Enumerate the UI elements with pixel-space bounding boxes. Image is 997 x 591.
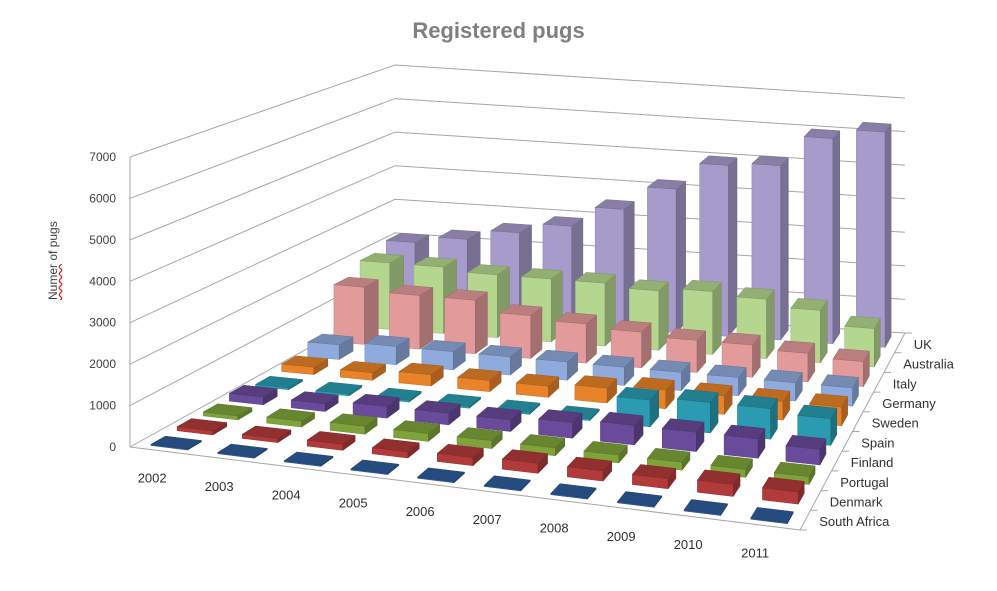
bar — [398, 362, 445, 387]
bar — [306, 431, 356, 451]
bar — [416, 467, 466, 484]
bar — [550, 483, 597, 500]
series-label: UK — [914, 337, 932, 352]
x-tick-label: 2007 — [473, 512, 502, 527]
x-tick-label: 2002 — [138, 471, 167, 486]
series-label: Portugal — [840, 475, 889, 490]
bar — [631, 464, 677, 490]
chart-title: Registered pugs — [412, 18, 585, 43]
bars — [150, 121, 892, 525]
series-label: Italy — [893, 376, 917, 391]
bar — [444, 289, 489, 355]
bar — [329, 413, 378, 435]
bar — [785, 435, 827, 466]
bar — [750, 507, 794, 525]
bar — [599, 411, 644, 446]
bar — [290, 391, 339, 412]
bar — [371, 438, 420, 459]
series-label: Finland — [851, 455, 894, 470]
y-tick-label: 0 — [109, 440, 116, 454]
y-tick-label: 7000 — [89, 150, 116, 164]
series-label: Australia — [903, 357, 954, 372]
bar — [855, 121, 892, 349]
bar — [483, 475, 531, 492]
bar — [478, 344, 523, 376]
bar — [566, 456, 613, 482]
x-tick-label: 2009 — [607, 529, 636, 544]
bar — [392, 420, 441, 442]
bar — [519, 434, 566, 457]
bar — [315, 381, 363, 397]
bar — [414, 400, 461, 426]
bar — [696, 469, 741, 498]
bar — [150, 435, 203, 451]
bar — [280, 355, 329, 376]
x-tick-label: 2004 — [272, 487, 301, 502]
bar — [762, 477, 805, 506]
x-tick-label: 2011 — [741, 545, 769, 560]
series-axis-labels: South Africa Denmark Portugal Finland Spain S… — [819, 337, 954, 529]
bar — [352, 393, 400, 419]
y-tick-label: 3000 — [89, 316, 116, 330]
bar — [350, 459, 400, 476]
series-label: Spain — [861, 435, 894, 450]
x-tick-label: 2003 — [205, 479, 234, 494]
y-tick-label: 6000 — [89, 191, 116, 205]
bar — [646, 448, 691, 471]
bar — [456, 368, 502, 393]
bar — [388, 284, 434, 350]
bar — [265, 408, 316, 428]
x-tick-label: 2005 — [339, 496, 368, 511]
bar — [683, 499, 729, 517]
x-axis-labels: 2002 2003 2004 2005 2006 2007 2008 2009 2010 2011 — [138, 471, 769, 561]
bar — [283, 451, 334, 467]
bar — [176, 418, 228, 436]
bar — [803, 128, 841, 345]
y-tick-label: 5000 — [89, 233, 116, 247]
bar — [339, 361, 387, 381]
bar — [723, 424, 766, 460]
bar — [616, 491, 663, 509]
bar — [202, 403, 253, 421]
series-label: Germany — [882, 396, 936, 411]
bar — [254, 375, 304, 391]
bar — [501, 449, 549, 474]
bar — [241, 425, 292, 444]
bar — [661, 418, 705, 453]
bar — [216, 443, 268, 459]
bar — [456, 427, 503, 450]
bar — [436, 443, 484, 467]
series-label: South Africa — [819, 514, 890, 529]
bar — [364, 335, 410, 366]
bar — [538, 409, 583, 439]
y-tick-label: 1000 — [89, 399, 116, 413]
bar — [333, 276, 380, 345]
x-tick-label: 2008 — [540, 521, 569, 536]
bar — [535, 349, 579, 381]
x-tick-label: 2010 — [674, 537, 703, 552]
bar — [721, 332, 761, 378]
y-axis-ticks: 0 1000 2000 3000 4000 5000 6000 7000 — [89, 150, 116, 454]
x-tick-label: 2006 — [406, 504, 435, 519]
series-label: Sweden — [872, 416, 919, 431]
y-tick-label: 2000 — [89, 357, 116, 371]
bar — [515, 373, 560, 398]
bar — [476, 406, 522, 433]
bar — [574, 375, 618, 404]
bar — [228, 385, 279, 406]
series-label: Denmark — [830, 494, 883, 509]
bar — [306, 333, 354, 360]
y-tick-label: 4000 — [89, 274, 116, 288]
